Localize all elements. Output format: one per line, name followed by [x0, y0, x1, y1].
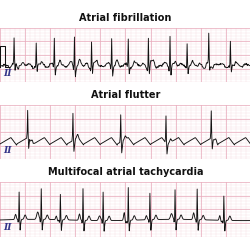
- Text: Atrial flutter: Atrial flutter: [90, 90, 160, 100]
- Text: II: II: [3, 69, 12, 78]
- Text: Atrial fibrillation: Atrial fibrillation: [79, 13, 171, 23]
- Text: II: II: [3, 223, 12, 232]
- Text: II: II: [3, 146, 12, 155]
- Text: Multifocal atrial tachycardia: Multifocal atrial tachycardia: [48, 168, 203, 177]
